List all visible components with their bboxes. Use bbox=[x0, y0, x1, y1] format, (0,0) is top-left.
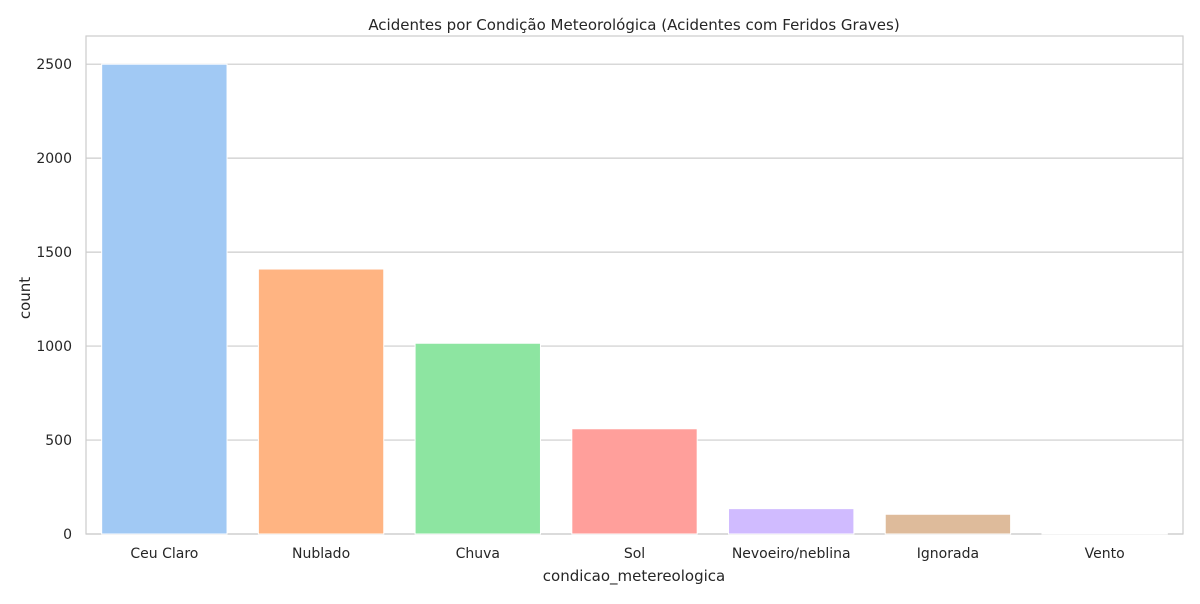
x-tick-label: Ceu Claro bbox=[130, 546, 198, 562]
y-axis-label: count bbox=[16, 277, 34, 319]
x-tick-label: Vento bbox=[1085, 546, 1125, 562]
bar bbox=[1041, 532, 1168, 535]
x-axis-label: condicao_metereologica bbox=[543, 567, 725, 586]
bar bbox=[414, 342, 541, 535]
y-tick-label: 2000 bbox=[36, 151, 72, 167]
y-tick-label: 0 bbox=[63, 527, 72, 543]
y-tick-label: 1000 bbox=[36, 339, 72, 355]
y-tick-label: 500 bbox=[45, 433, 72, 449]
bars bbox=[101, 63, 1168, 535]
x-tick-label: Sol bbox=[624, 546, 645, 562]
bar bbox=[101, 63, 228, 535]
x-tick-labels: Ceu Claro Nublado Chuva Sol Nevoeiro/neblina… bbox=[130, 546, 1124, 562]
x-tick-label: Nevoeiro/neblina bbox=[732, 546, 851, 562]
x-tick-label: Nublado bbox=[292, 546, 350, 562]
y-tick-label: 2500 bbox=[36, 57, 72, 73]
bar bbox=[728, 508, 855, 535]
bar bbox=[257, 268, 385, 535]
x-tick-label: Ignorada bbox=[917, 546, 979, 562]
bar bbox=[884, 513, 1012, 535]
x-tick-label: Chuva bbox=[456, 546, 500, 562]
bar bbox=[571, 428, 698, 535]
y-tick-label: 1500 bbox=[36, 245, 72, 261]
chart-title: Acidentes por Condição Meteorológica (Ac… bbox=[368, 16, 899, 34]
y-tick-labels: 0 500 1000 1500 2000 2500 bbox=[36, 57, 72, 543]
